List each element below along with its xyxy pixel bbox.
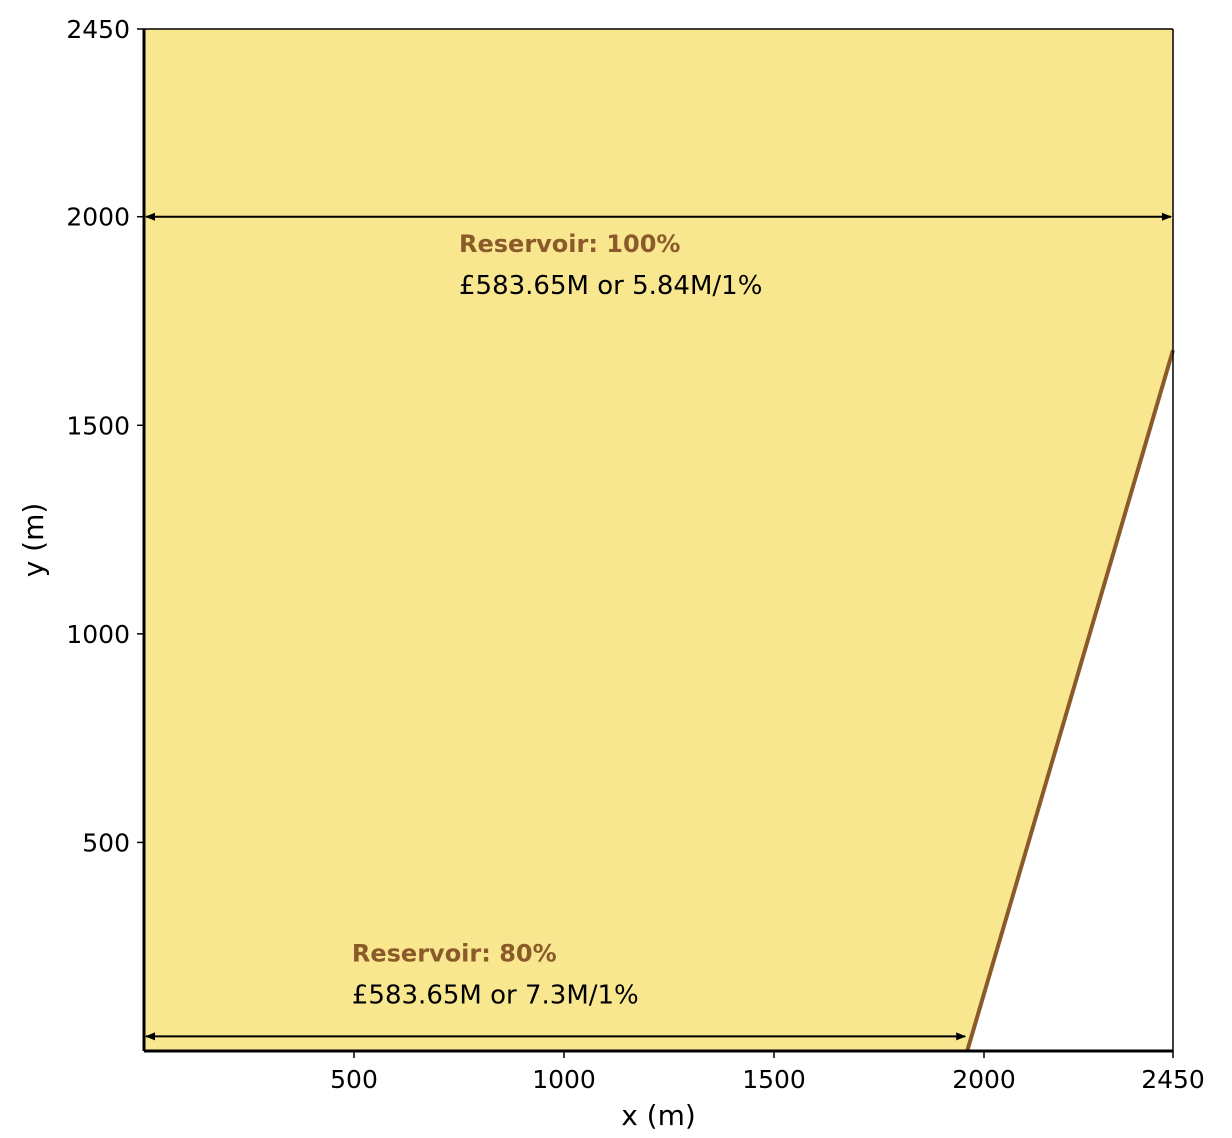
x-tick-label: 1500: [742, 1065, 806, 1094]
x-tick-label: 1000: [532, 1065, 596, 1094]
x-axis-title: x (m): [621, 1099, 696, 1132]
reservoir-area: [144, 29, 1173, 1051]
y-tick-label: 500: [82, 828, 130, 857]
axes: [142, 28, 1174, 1053]
y-tick-label: 2000: [66, 203, 130, 232]
annotation-value-1: £583.65M or 5.84M/1%: [459, 271, 762, 301]
x-axis-ticks: 500 1000 1500 2000 2450: [330, 1051, 1205, 1094]
annotations: Reservoir: 100% £583.65M or 5.84M/1% Reser…: [145, 212, 1172, 1041]
x-tick-label: 2450: [1141, 1065, 1205, 1094]
y-tick-label: 2450: [66, 15, 130, 44]
y-axis-ticks: 500 1000 1500 2000 2450: [66, 15, 144, 857]
x-tick-label: 2000: [952, 1065, 1016, 1094]
annotation-value-2: £583.65M or 7.3M/1%: [352, 980, 639, 1010]
y-tick-label: 1500: [66, 411, 130, 440]
boundary-line: [965, 349, 1175, 1052]
annotation-title-2: Reservoir: 80%: [352, 939, 557, 967]
plot-area: [144, 29, 1175, 1052]
annotation-title-1: Reservoir: 100%: [459, 230, 680, 258]
y-tick-label: 1000: [66, 620, 130, 649]
y-axis-title: y (m): [17, 503, 50, 578]
x-tick-label: 500: [330, 1065, 378, 1094]
